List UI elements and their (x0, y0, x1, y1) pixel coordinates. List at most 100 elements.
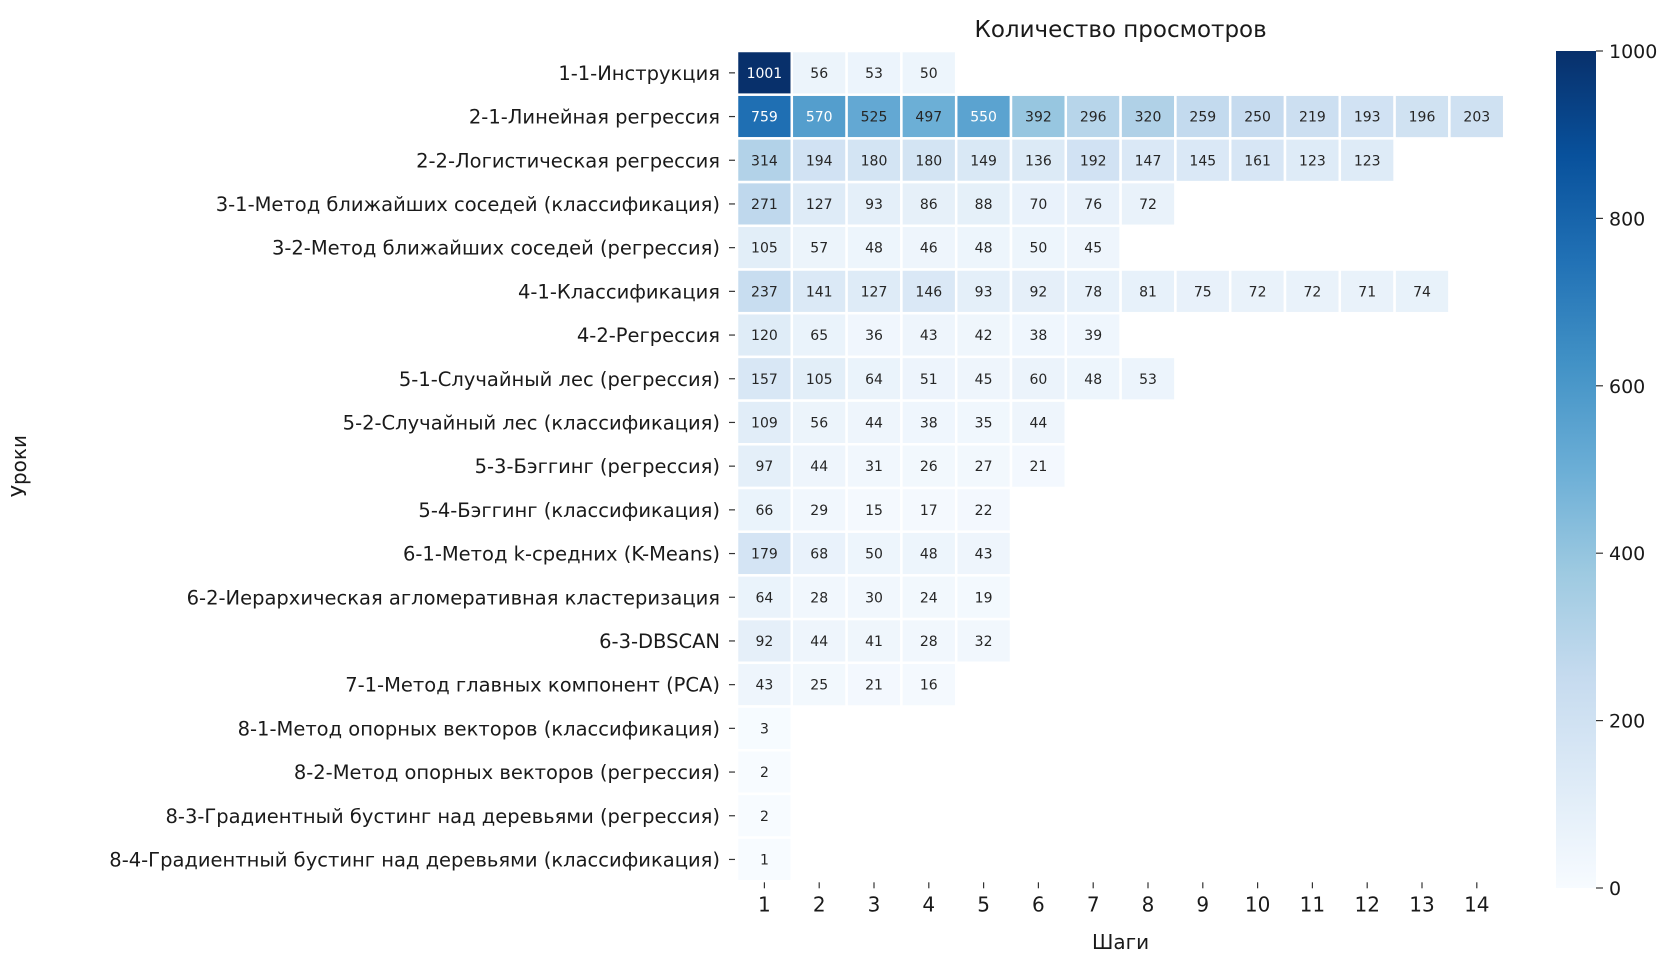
colorbar-tick-label: 400 (1609, 543, 1645, 565)
cell-value-label: 120 (751, 328, 778, 344)
column-label: 4 (922, 892, 935, 916)
cell-value-label: 314 (751, 153, 778, 169)
cell-value-label: 29 (810, 503, 828, 519)
cell-value-label: 21 (1029, 459, 1047, 475)
cell-value-label: 28 (810, 590, 828, 606)
column-label: 7 (1087, 892, 1100, 916)
row-label: 5-3-Бэггинг (регрессия) (475, 455, 720, 478)
cell-value-label: 25 (810, 678, 828, 694)
cell-value-label: 60 (1029, 372, 1047, 388)
column-label: 1 (758, 892, 771, 916)
cell-value-label: 71 (1358, 284, 1376, 300)
cell-value-label: 81 (1139, 284, 1157, 300)
cell-value-label: 38 (1029, 328, 1047, 344)
cell-value-label: 74 (1413, 284, 1431, 300)
row-label: 5-2-Случайный лес (классификация) (343, 411, 720, 434)
cell-value-label: 194 (806, 153, 833, 169)
row-label: 7-1-Метод главных компонент (PCA) (345, 674, 720, 697)
cell-value-label: 43 (755, 678, 773, 694)
cell-value-label: 88 (975, 197, 993, 213)
cell-value-label: 550 (970, 110, 997, 126)
cell-value-label: 41 (865, 634, 883, 650)
heatmap-cell (735, 836, 794, 883)
cell-value-label: 44 (810, 459, 828, 475)
row-label: 5-1-Случайный лес (регрессия) (399, 368, 720, 391)
column-label: 6 (1032, 892, 1045, 916)
cell-value-label: 57 (810, 241, 828, 257)
cell-value-label: 105 (806, 372, 833, 388)
cell-value-label: 219 (1299, 110, 1326, 126)
cell-value-label: 192 (1080, 153, 1107, 169)
cell-value-label: 65 (810, 328, 828, 344)
colorbar-tick-label: 200 (1609, 711, 1645, 733)
row-label: 8-4-Градиентный бустинг над деревьями (к… (109, 848, 720, 871)
cell-value-label: 203 (1463, 110, 1490, 126)
cell-value-label: 145 (1189, 153, 1216, 169)
colorbar-gradient (1556, 51, 1596, 888)
row-label: 1-1-Инструкция (558, 62, 720, 85)
cell-value-label: 50 (1029, 241, 1047, 257)
heatmap-cell (1009, 399, 1068, 446)
cell-value-label: 147 (1135, 153, 1162, 169)
cell-value-label: 66 (755, 503, 773, 519)
cell-value-label: 161 (1244, 153, 1271, 169)
column-label: 9 (1196, 892, 1209, 916)
cell-value-label: 56 (810, 66, 828, 82)
column-label: 5 (977, 892, 990, 916)
heatmap-cell (900, 574, 958, 621)
heatmap-cell (845, 268, 903, 315)
cell-value-label: 141 (806, 284, 833, 300)
cell-value-label: 70 (1029, 197, 1047, 213)
column-labels: 1 2 3 4 5 6 7 8 9 10 11 12 13 14 (758, 882, 1490, 916)
cell-value-label: 105 (751, 241, 778, 257)
heatmap-cell (735, 399, 794, 446)
row-label: 8-1-Метод опорных векторов (классификаци… (238, 717, 720, 740)
heatmap-cell (900, 355, 958, 402)
heatmap-cell (954, 137, 1013, 184)
heatmap-cell (845, 661, 903, 708)
heatmap-cell (1228, 137, 1287, 184)
cell-value-label: 42 (975, 328, 993, 344)
cell-value-label: 17 (920, 503, 938, 519)
heatmap-cell (790, 137, 848, 184)
cell-value-label: 46 (920, 241, 938, 257)
cell-value-label: 127 (806, 197, 833, 213)
heatmap-cell (845, 355, 903, 402)
heatmap-cell (900, 399, 958, 446)
row-label: 8-3-Градиентный бустинг над деревьями (р… (166, 805, 720, 828)
heatmap-cell (900, 486, 958, 533)
cell-value-label: 237 (751, 284, 778, 300)
cell-value-label: 35 (975, 415, 993, 431)
cell-value-label: 24 (920, 590, 938, 606)
cell-value-label: 123 (1354, 153, 1381, 169)
cell-value-label: 50 (865, 547, 883, 563)
heatmap-cell (900, 93, 958, 140)
cell-value-label: 136 (1025, 153, 1052, 169)
row-label: 3-2-Метод ближайших соседей (регрессия) (272, 237, 720, 260)
cell-value-label: 48 (920, 547, 938, 563)
heatmap-cell (735, 311, 794, 359)
heatmap-cell (735, 180, 794, 228)
cell-value-label: 28 (920, 634, 938, 650)
heatmap-cell (790, 355, 848, 402)
cell-value-label: 1001 (747, 66, 783, 82)
cell-value-label: 48 (1084, 372, 1102, 388)
cell-value-label: 127 (861, 284, 888, 300)
cell-value-label: 271 (751, 197, 778, 213)
cell-value-label: 22 (975, 503, 993, 519)
cell-value-label: 16 (920, 678, 938, 694)
column-label: 13 (1409, 892, 1434, 916)
cell-value-label: 179 (751, 547, 778, 563)
cell-value-label: 570 (806, 110, 833, 126)
cell-value-label: 296 (1080, 110, 1107, 126)
cell-value-label: 45 (975, 372, 993, 388)
heatmap-cell (845, 311, 903, 359)
cell-value-label: 27 (975, 459, 993, 475)
heatmap-cell (845, 486, 903, 533)
heatmap-cell (1393, 268, 1451, 315)
row-label: 2-1-Линейная регрессия (469, 106, 720, 129)
heatmap-cell (954, 574, 1013, 621)
cell-value-label: 97 (755, 459, 773, 475)
cell-value-label: 21 (865, 678, 883, 694)
